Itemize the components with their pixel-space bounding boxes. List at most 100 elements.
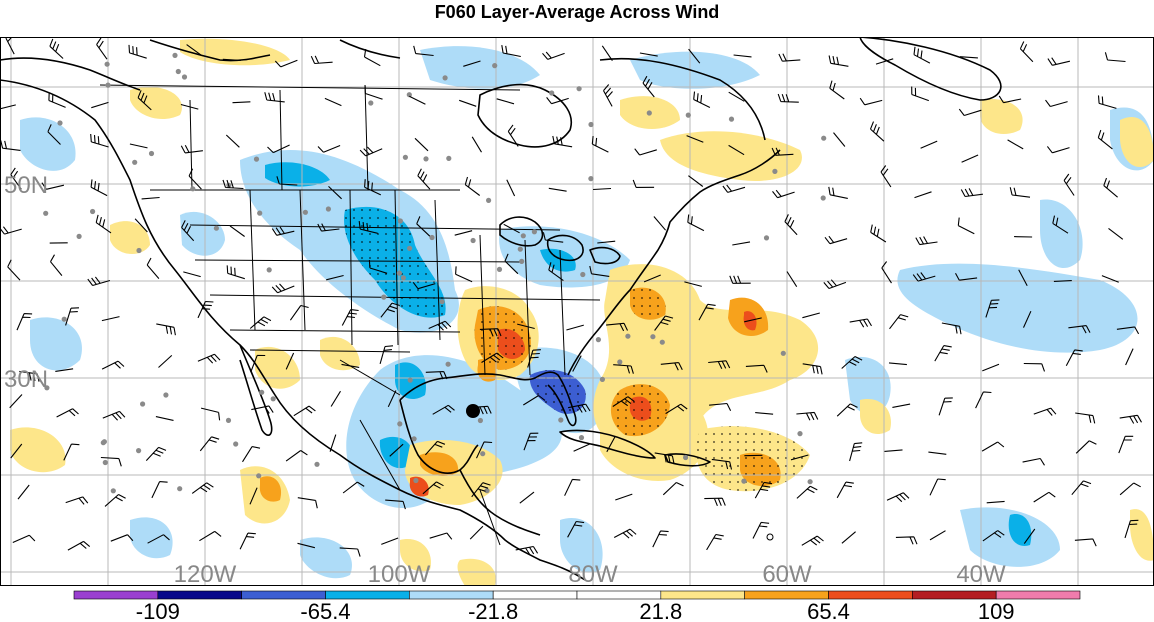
wind-barb bbox=[755, 412, 774, 415]
wind-barb bbox=[849, 442, 863, 462]
station-dot bbox=[519, 258, 525, 264]
wind-barb bbox=[708, 360, 731, 370]
latitude-label: 30N bbox=[4, 366, 48, 393]
wind-barb bbox=[859, 97, 883, 106]
wind-barb bbox=[777, 93, 799, 103]
station-dot bbox=[406, 92, 412, 98]
wind-barb bbox=[615, 493, 633, 501]
wind-barb bbox=[517, 323, 535, 330]
station-dot bbox=[105, 82, 111, 88]
wind-barb bbox=[1108, 227, 1124, 240]
wind-barb bbox=[567, 520, 585, 538]
wind-barb bbox=[915, 236, 938, 246]
wind-barb bbox=[128, 44, 147, 59]
station-dot bbox=[486, 197, 492, 203]
wind-barb bbox=[422, 481, 444, 495]
wind-barb bbox=[199, 436, 220, 452]
wind-barb bbox=[503, 223, 520, 234]
station-dot bbox=[580, 271, 586, 278]
wind-barb bbox=[155, 416, 174, 421]
station-dot bbox=[617, 359, 623, 365]
wind-barb bbox=[181, 220, 195, 242]
wind-barb bbox=[548, 262, 564, 282]
station-dot bbox=[44, 385, 50, 391]
wind-barb bbox=[642, 75, 655, 98]
wind-barb bbox=[225, 134, 240, 148]
station-dot bbox=[136, 247, 142, 254]
wind-barb bbox=[1071, 480, 1092, 496]
longitude-labels: 120W 100W 80W 60W 40W bbox=[174, 561, 1006, 588]
colorbar bbox=[73, 590, 1081, 600]
longitude-label: 60W bbox=[762, 561, 812, 588]
wind-barb bbox=[317, 144, 341, 153]
wind-barb bbox=[293, 405, 316, 417]
wind-barb bbox=[9, 394, 23, 409]
wind-barb bbox=[941, 322, 962, 335]
wind-barb bbox=[632, 179, 655, 188]
wind-barb bbox=[1046, 146, 1070, 154]
wind-barb bbox=[1045, 99, 1068, 108]
wind-barb bbox=[101, 360, 125, 370]
wind-barb bbox=[752, 521, 770, 539]
colorbar-swatch bbox=[241, 590, 326, 600]
wind-barb bbox=[693, 91, 711, 108]
wind-barb bbox=[1019, 41, 1034, 63]
station-dot bbox=[549, 90, 555, 96]
wind-barb bbox=[471, 482, 491, 498]
wind-barb bbox=[10, 167, 22, 190]
station-dot bbox=[407, 245, 413, 251]
colorbar-swatch bbox=[73, 590, 159, 600]
wind-barb bbox=[1022, 457, 1045, 466]
wind-barb bbox=[67, 540, 91, 551]
colorbar-swatch bbox=[660, 590, 745, 600]
station-dot bbox=[520, 233, 526, 239]
wind-barb bbox=[267, 144, 290, 154]
colorbar-swatch bbox=[995, 590, 1081, 600]
wind-barb bbox=[387, 390, 397, 408]
wind-barb bbox=[597, 240, 616, 244]
wind-barb bbox=[251, 405, 274, 414]
wind-barb bbox=[790, 454, 809, 461]
wind-barb bbox=[129, 143, 148, 149]
wind-barb bbox=[612, 396, 635, 407]
wind-barb bbox=[519, 491, 535, 504]
colorbar-labels: -109 -65.4 -21.8 21.8 65.4 109 bbox=[136, 599, 1015, 622]
wind-barb bbox=[417, 168, 431, 190]
wind-barb bbox=[836, 481, 854, 499]
wind-barb bbox=[634, 148, 657, 156]
wind-barb bbox=[654, 315, 674, 331]
wind-barb bbox=[1033, 491, 1056, 503]
wind-barb bbox=[601, 45, 613, 62]
wind-barb bbox=[772, 189, 795, 199]
wind-barb bbox=[364, 179, 382, 196]
wind-barb bbox=[986, 500, 1005, 504]
wind-barb bbox=[886, 492, 910, 503]
wind-barb bbox=[102, 410, 126, 421]
wind-barb bbox=[1097, 95, 1117, 109]
wind-barb bbox=[87, 276, 111, 287]
station-dot bbox=[325, 206, 331, 212]
longitude-label: 80W bbox=[568, 561, 618, 588]
wind-barb bbox=[1124, 519, 1139, 539]
wind-barb bbox=[16, 313, 33, 331]
observation-stations bbox=[43, 52, 827, 494]
wind-barb bbox=[1101, 275, 1119, 283]
station-dot bbox=[225, 417, 232, 423]
wind-barb bbox=[802, 312, 820, 319]
station-dot bbox=[763, 235, 770, 241]
wind-barb bbox=[55, 368, 74, 372]
wind-barb bbox=[274, 59, 298, 68]
wind-barb bbox=[786, 271, 798, 287]
wind-barb bbox=[180, 145, 203, 154]
colorbar-label: 65.4 bbox=[807, 599, 850, 622]
station-dot bbox=[578, 435, 585, 441]
station-dot bbox=[650, 334, 656, 340]
wind-barb bbox=[428, 320, 452, 331]
wind-barb bbox=[1063, 173, 1075, 196]
wind-barb bbox=[271, 283, 295, 294]
colorbar-swatch bbox=[157, 590, 242, 600]
station-dot bbox=[163, 392, 169, 398]
wind-barb bbox=[892, 403, 911, 408]
wind-barb bbox=[829, 80, 845, 100]
station-dot bbox=[190, 186, 196, 192]
